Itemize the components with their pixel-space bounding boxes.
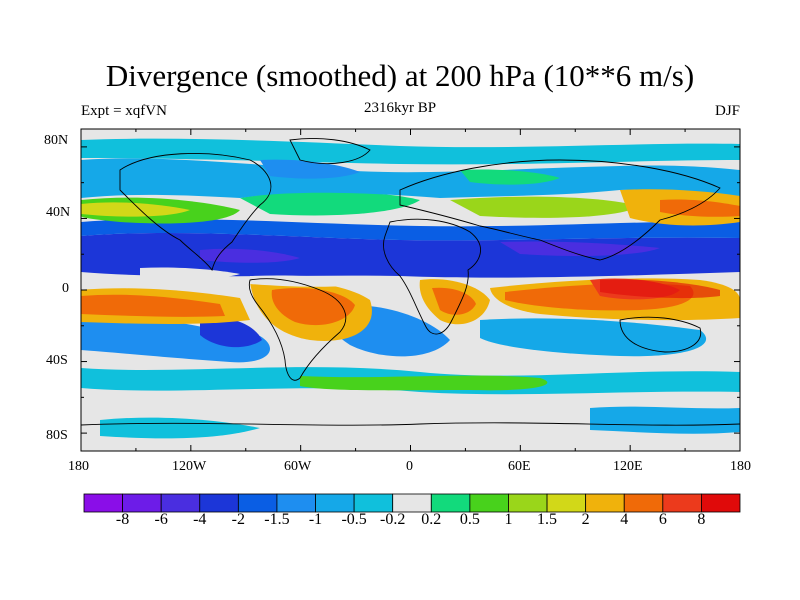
colorbar-label: 0.2 bbox=[421, 511, 442, 528]
equatorial-neutral-gap bbox=[250, 275, 380, 287]
colorbar-swatch bbox=[122, 493, 162, 513]
colorbar-swatch bbox=[83, 493, 123, 513]
africa-core bbox=[432, 287, 476, 315]
colorbar-label: -8 bbox=[115, 511, 130, 528]
northern-blue-fringe bbox=[81, 218, 740, 241]
colorbar-label: 1 bbox=[504, 511, 513, 528]
africa-coast bbox=[383, 218, 481, 335]
colorbar-label: -0.2 bbox=[380, 511, 406, 528]
colorbar-label: 6 bbox=[658, 511, 667, 528]
colorbar-swatch bbox=[623, 493, 664, 513]
colorbar-label: 4 bbox=[620, 511, 629, 528]
high-north-convergence bbox=[81, 158, 740, 198]
south-pacific-convergence bbox=[81, 316, 270, 363]
lon-label-0: 0 bbox=[406, 459, 413, 474]
colorbar bbox=[83, 493, 741, 513]
colorbar-swatch bbox=[315, 493, 355, 513]
colorbar-swatch bbox=[160, 493, 201, 513]
colorbar-label: 2 bbox=[581, 511, 590, 528]
lat-label-40n: 40N bbox=[46, 205, 71, 220]
asia-convergence-peak bbox=[500, 241, 660, 256]
period-label: 2316kyr BP bbox=[363, 100, 437, 116]
colorbar-label: -1 bbox=[308, 511, 323, 528]
field-layer bbox=[81, 129, 740, 451]
experiment-label: Expt = xqfVN bbox=[81, 103, 167, 119]
colorbar-label: 8 bbox=[697, 511, 706, 528]
map-title: Divergence (smoothed) at 200 hPa (10**6 … bbox=[105, 58, 695, 93]
greenland-convergence bbox=[260, 159, 360, 179]
axis-ticks bbox=[80, 129, 741, 451]
colorbar-swatch bbox=[469, 493, 509, 513]
arctic-fringe bbox=[81, 138, 740, 165]
lon-label-60w: 60W bbox=[284, 459, 312, 474]
eurasia-coast bbox=[399, 159, 721, 261]
southern-ocean-green bbox=[300, 375, 548, 391]
north-pacific-core bbox=[81, 202, 190, 217]
southern-pacific-blue bbox=[590, 406, 740, 434]
season-label: DJF bbox=[714, 103, 740, 119]
colorbar-swatch bbox=[430, 493, 471, 513]
south-america-coast bbox=[248, 278, 347, 381]
colorbar-swatch bbox=[662, 493, 702, 513]
colorbar-swatch bbox=[276, 493, 316, 513]
antarctica-coast bbox=[81, 422, 740, 426]
eurasia-divergence bbox=[450, 196, 640, 218]
coastlines bbox=[81, 138, 740, 426]
lon-label-120e: 120E bbox=[613, 459, 643, 474]
greenland-coast bbox=[289, 138, 371, 165]
lat-label-0: 0 bbox=[62, 281, 69, 296]
colorbar-swatch bbox=[508, 493, 548, 513]
east-pacific-core bbox=[81, 294, 225, 317]
colorbar-swatch bbox=[353, 493, 394, 513]
colorbar-label: 1.5 bbox=[537, 511, 558, 528]
antarctic-region bbox=[81, 393, 740, 451]
pacific-neutral-gap bbox=[140, 267, 240, 279]
siberia-divergence bbox=[460, 169, 560, 185]
warm-pool-max bbox=[600, 279, 720, 299]
southern-blue-patch bbox=[100, 417, 260, 439]
colorbar-swatch bbox=[392, 493, 432, 513]
colorbar-swatch bbox=[585, 493, 625, 513]
lat-label-80s: 80S bbox=[46, 428, 68, 443]
colorbar-swatch bbox=[701, 493, 741, 513]
australia-coast bbox=[619, 316, 702, 353]
lon-label-120w: 120W bbox=[172, 459, 207, 474]
colorbar-label: -2 bbox=[231, 511, 245, 528]
colorbar-label: -4 bbox=[193, 511, 207, 528]
lon-label-180w: 180 bbox=[68, 459, 89, 474]
colorbar-label: -0.5 bbox=[341, 511, 367, 528]
pacific-convergence-peak bbox=[200, 248, 300, 263]
colorbar-swatch bbox=[237, 493, 278, 513]
lon-label-180e: 180 bbox=[730, 459, 751, 474]
colorbar-label: 0.5 bbox=[459, 511, 480, 528]
north-atlantic-divergence bbox=[240, 191, 420, 216]
colorbar-label: -1.5 bbox=[264, 511, 290, 528]
lat-label-40s: 40S bbox=[46, 353, 68, 368]
colorbar-swatch bbox=[546, 493, 587, 513]
colorbar-swatch bbox=[199, 493, 239, 513]
north-america-coast bbox=[119, 152, 272, 272]
colorbar-label: -6 bbox=[154, 511, 168, 528]
indian-ocean-convergence bbox=[480, 318, 707, 357]
lon-label-60e: 60E bbox=[508, 459, 531, 474]
north-pacific-east-core bbox=[660, 199, 740, 217]
lat-label-80n: 80N bbox=[44, 133, 69, 148]
pacific-deep-blue bbox=[200, 317, 262, 348]
